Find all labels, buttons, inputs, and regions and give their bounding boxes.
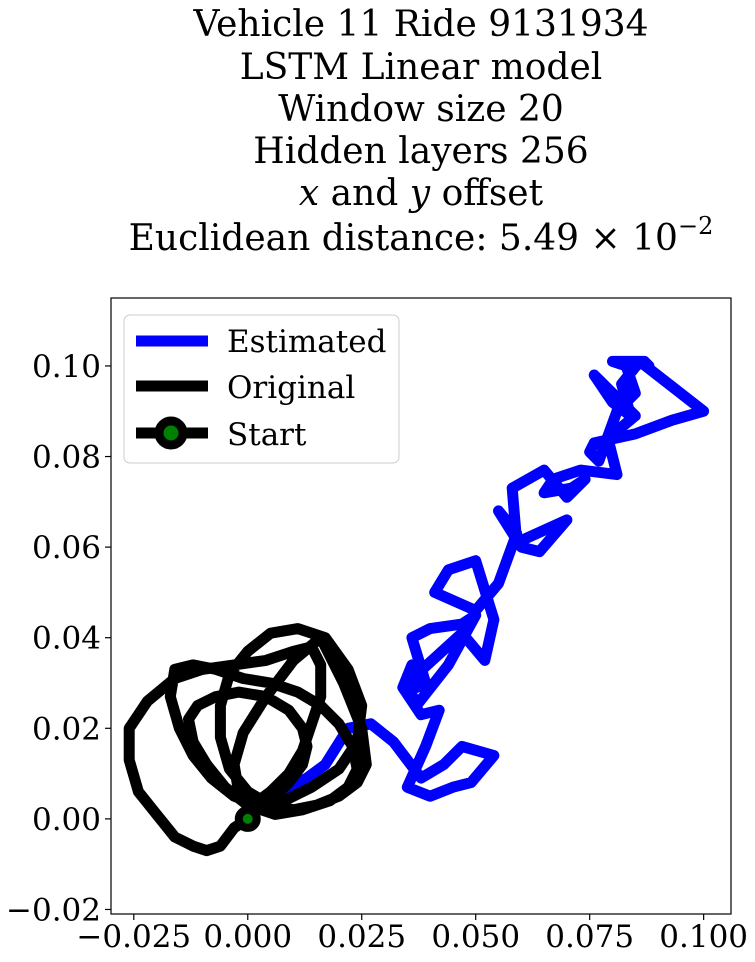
legend: Estimated Original Start xyxy=(123,314,400,464)
title-line-5: x and y offset xyxy=(299,173,544,214)
y-tick-label: 0.04 xyxy=(32,621,101,657)
legend-swatch-start-marker xyxy=(154,416,188,450)
y-tick-label: −0.02 xyxy=(6,892,101,928)
title-line-4: Hidden layers 256 xyxy=(253,131,588,172)
title-offset-suffix: offset xyxy=(430,173,543,214)
y-tick-label: 0.10 xyxy=(32,349,101,385)
title-line-3: Window size 20 xyxy=(278,89,564,130)
x-tick-label: 0.000 xyxy=(203,919,292,955)
y-tick-label: 0.02 xyxy=(32,711,101,747)
title-dist-times: × 10 xyxy=(579,218,678,259)
x-tick-label: 0.050 xyxy=(431,919,520,955)
y-tick-label: 0.06 xyxy=(32,530,101,566)
x-tick-label: 0.100 xyxy=(659,919,748,955)
title-offset-y: y xyxy=(408,173,431,214)
chart-title: Vehicle 11 Ride 9131934 LSTM Linear mode… xyxy=(129,4,714,259)
series-line-original xyxy=(123,623,372,857)
x-tick-label: 0.075 xyxy=(545,919,634,955)
x-tick-label: 0.025 xyxy=(317,919,406,955)
title-dist-exp: −2 xyxy=(678,212,713,240)
series-line-estimated xyxy=(242,355,710,825)
legend-label-original: Original xyxy=(227,370,355,406)
title-offset-and: and xyxy=(319,173,410,214)
start-marker xyxy=(234,805,261,832)
y-tick-label: 0.08 xyxy=(32,440,101,476)
x-tick-label: −0.025 xyxy=(76,919,191,955)
title-offset-x: x xyxy=(299,173,319,214)
y-tick-label: 0.00 xyxy=(32,802,101,838)
title-line-1: Vehicle 11 Ride 9131934 xyxy=(192,4,648,45)
title-line-6: Euclidean distance: 5.49 × 10−2 xyxy=(129,212,714,259)
plot-lines xyxy=(123,355,710,857)
plot-frame xyxy=(110,297,732,915)
title-line-2: LSTM Linear model xyxy=(240,47,603,88)
legend-box xyxy=(123,314,400,464)
legend-label-start: Start xyxy=(227,417,307,453)
legend-label-estimated: Estimated xyxy=(227,324,386,360)
title-dist-prefix: Euclidean distance: 5.49 xyxy=(129,218,579,259)
x-axis: −0.025 0.000 0.025 0.050 0.075 0.100 xyxy=(76,914,748,955)
y-axis: −0.02 0.00 0.02 0.04 0.06 0.08 0.10 xyxy=(6,349,111,928)
